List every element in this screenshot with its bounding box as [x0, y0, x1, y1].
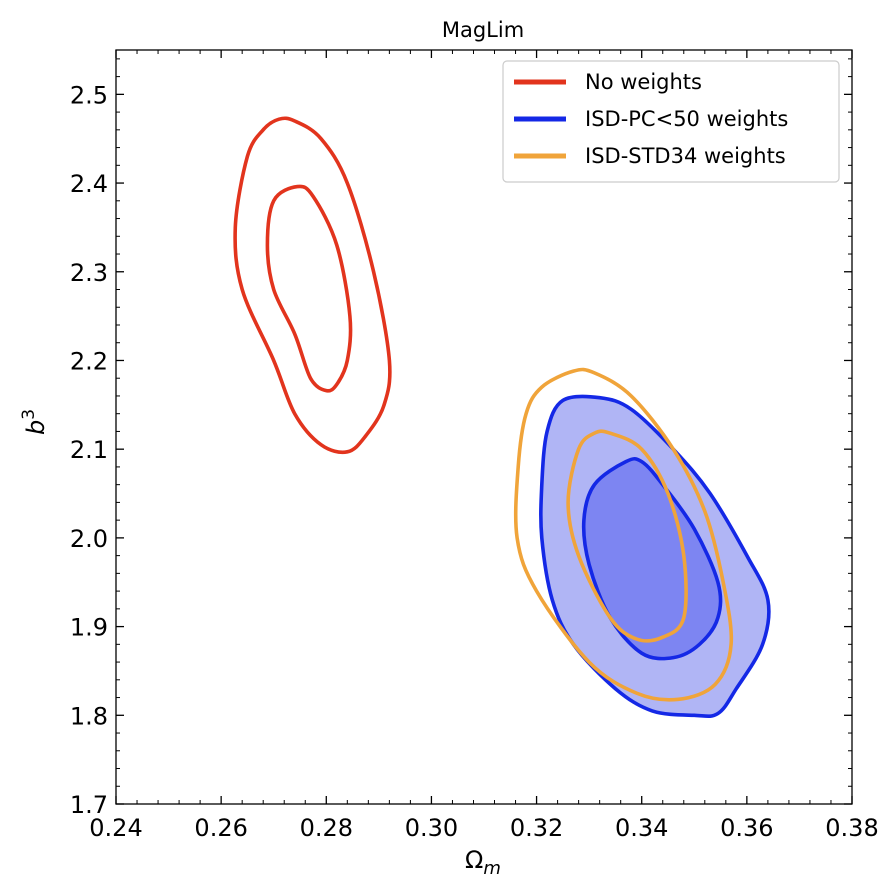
y-axis-label: b3 — [19, 409, 50, 435]
y-tick-label: 2.0 — [70, 525, 108, 553]
plot-frame — [115, 49, 853, 805]
legend-box — [502, 60, 840, 183]
y-axis-superscript: 3 — [19, 409, 39, 420]
x-tick-label: 0.26 — [194, 814, 247, 842]
series-isd-pc50-weights — [539, 394, 771, 719]
contour-no-weights-outer — [233, 116, 392, 455]
x-axis-symbol: Ω — [465, 846, 483, 874]
y-tick-label: 2.4 — [70, 170, 108, 198]
axis-ticks: 0.24 0.26 0.28 0.30 0.32 0.34 0.36 0.38 1.7 1.8 1.… — [70, 50, 879, 842]
y-axis-symbol: b — [22, 420, 50, 435]
x-tick-label: 0.38 — [825, 814, 878, 842]
y-tick-label: 2.5 — [70, 81, 108, 109]
x-tick-label: 0.28 — [300, 814, 353, 842]
x-tick-label: 0.24 — [89, 814, 142, 842]
contour-isd-std34-weights-outer — [513, 367, 734, 702]
contour-isd-std34-weights-inner — [566, 429, 688, 643]
y-tick-label: 1.7 — [70, 791, 108, 819]
y-tick-label: 2.3 — [70, 259, 108, 287]
contour-no-weights-inner — [265, 184, 353, 393]
x-tick-label: 0.36 — [720, 814, 773, 842]
x-tick-label: 0.30 — [405, 814, 458, 842]
legend-label-isd-std34-weights: ISD-STD34 weights — [585, 144, 786, 168]
y-tick-label: 1.8 — [70, 702, 108, 730]
x-tick-label: 0.34 — [615, 814, 668, 842]
x-axis-subscript: m — [483, 858, 501, 879]
chart-title: MagLim — [442, 18, 524, 42]
series-no-weights — [233, 116, 392, 455]
legend: No weights ISD-PC<50 weights ISD-STD34 wei… — [502, 60, 840, 183]
y-tick-label: 2.2 — [70, 347, 108, 375]
contour-layer — [233, 116, 771, 719]
y-tick-label: 1.9 — [70, 614, 108, 642]
x-axis-label: Ωm — [465, 846, 501, 879]
legend-label-isd-pc50-weights: ISD-PC<50 weights — [585, 107, 788, 131]
x-tick-label: 0.32 — [510, 814, 563, 842]
series-isd-std34-weights — [513, 367, 734, 702]
y-tick-label: 2.1 — [70, 436, 108, 464]
legend-label-no-weights: No weights — [585, 70, 702, 94]
